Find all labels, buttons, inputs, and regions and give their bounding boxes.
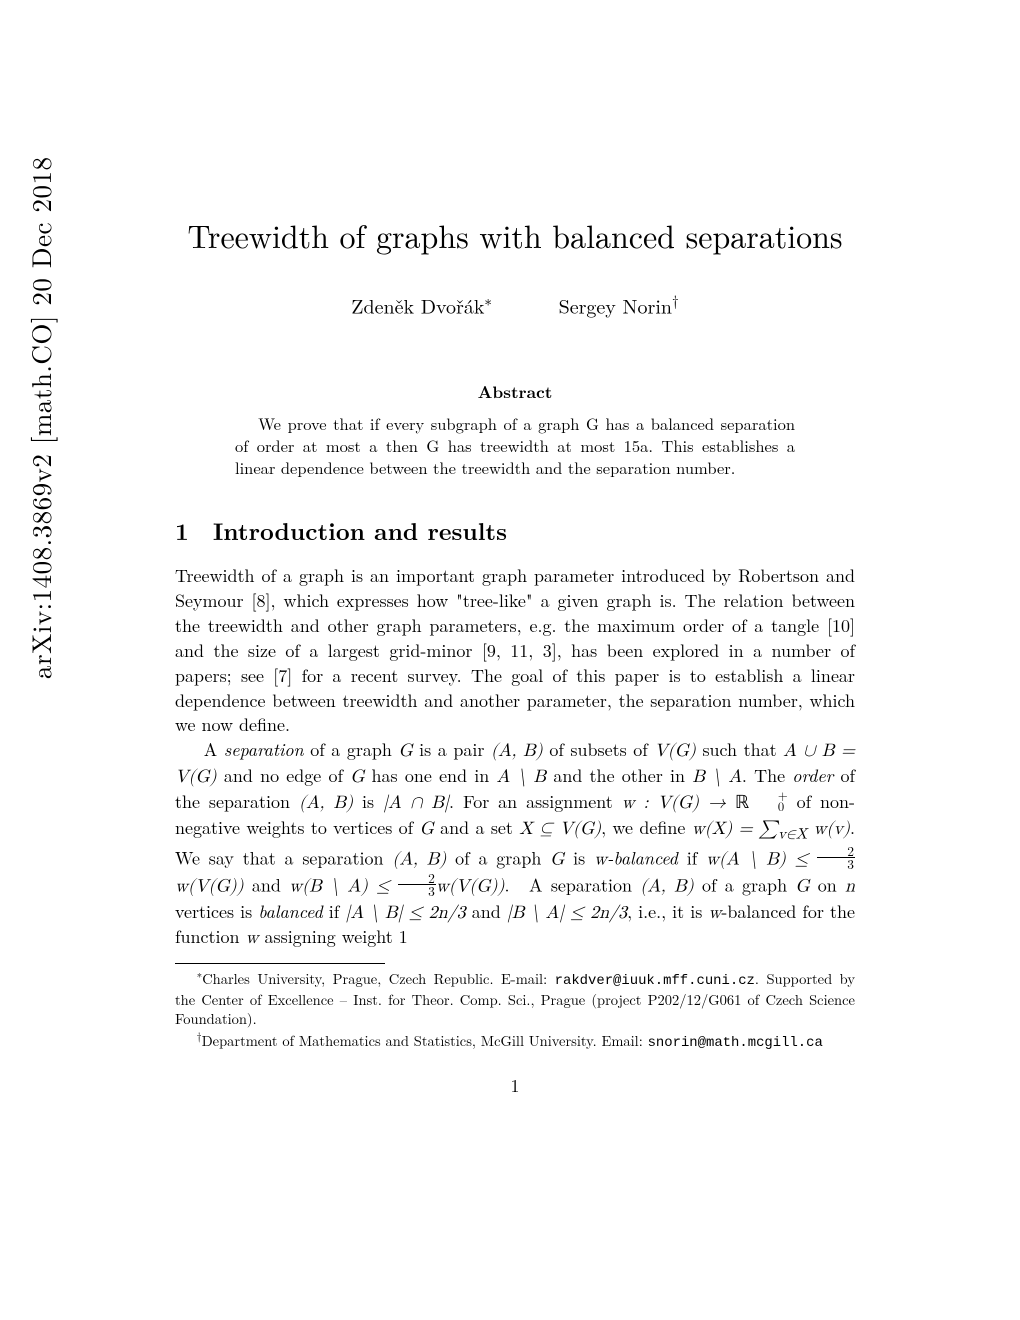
abstract-heading: Abstract bbox=[175, 380, 855, 404]
authors-line: Zdeněk Dvořák∗ Sergey Norin† bbox=[175, 290, 855, 320]
footnote-rule bbox=[175, 963, 385, 964]
paragraph-2: A separation of a graph G is a pair (A, … bbox=[175, 738, 855, 951]
section-heading: 1 Introduction and results bbox=[175, 514, 855, 548]
body-text: Treewidth of a graph is an important gra… bbox=[175, 564, 855, 951]
footnote-2-a: Department of Mathematics and Statistics… bbox=[202, 1031, 648, 1051]
section-number: 1 bbox=[175, 514, 189, 548]
footnote-1: ∗Charles University, Prague, Czech Repub… bbox=[175, 968, 855, 1030]
page-number: 1 bbox=[175, 1073, 855, 1098]
paragraph-1: Treewidth of a graph is an important gra… bbox=[175, 564, 855, 738]
author-2: Sergey Norin† bbox=[559, 290, 679, 320]
footnote-1-a: Charles University, Prague, Czech Republ… bbox=[202, 969, 554, 989]
footnote-2-email: snorin@math.mcgill.ca bbox=[648, 1035, 823, 1051]
author-2-mark: † bbox=[672, 290, 679, 311]
author-1: Zdeněk Dvořák∗ bbox=[351, 290, 492, 320]
abstract-line-4: separation number. bbox=[596, 455, 735, 479]
section-title: Introduction and results bbox=[213, 514, 507, 548]
footnote-2: †Department of Mathematics and Statistic… bbox=[175, 1030, 855, 1053]
paper-title: Treewidth of graphs with balanced separa… bbox=[175, 213, 855, 258]
page-content: Treewidth of graphs with balanced separa… bbox=[175, 213, 855, 1098]
abstract-body: We prove that if every subgraph of a gra… bbox=[235, 412, 795, 479]
author-2-name: Sergey Norin bbox=[559, 291, 672, 320]
footnotes: ∗Charles University, Prague, Czech Repub… bbox=[175, 968, 855, 1052]
author-1-mark: ∗ bbox=[484, 290, 492, 311]
author-1-name: Zdeněk Dvořák bbox=[351, 291, 484, 320]
abstract-line-1: We prove that if every subgraph of a gra… bbox=[258, 411, 714, 435]
footnote-1-email: rakdver@iuuk.mff.cuni.cz bbox=[555, 973, 755, 989]
arxiv-stamp: arXiv:1408.3869v2 [math.CO] 20 Dec 2018 bbox=[21, 157, 59, 679]
